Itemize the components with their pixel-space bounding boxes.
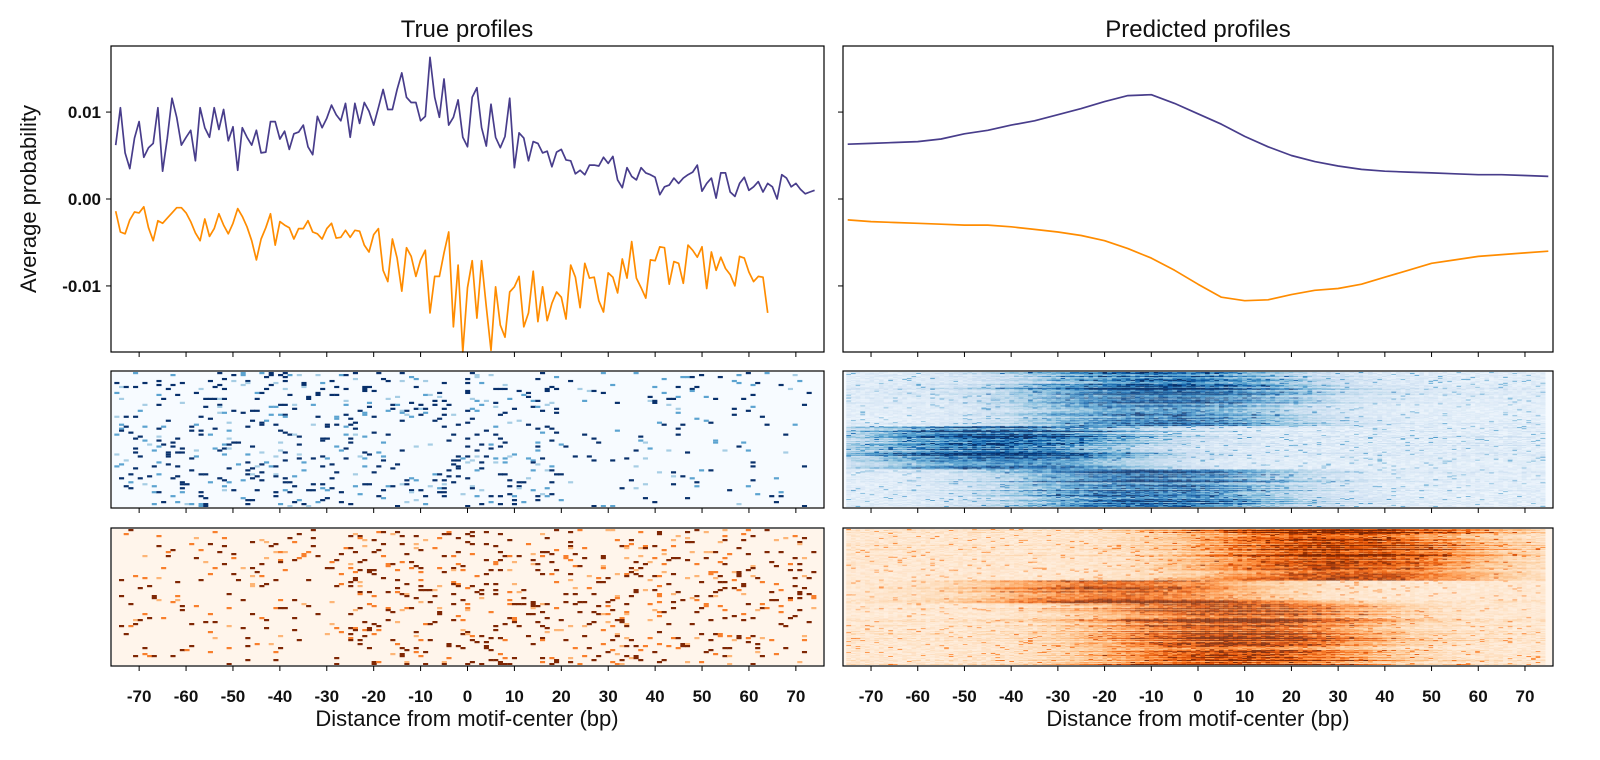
axes-frame (110, 45, 825, 353)
axes-frame (842, 370, 1554, 509)
x-tick-label: -60 (174, 687, 199, 706)
x-tick-label: 0 (1193, 687, 1202, 706)
x-tick-label: -20 (1092, 687, 1117, 706)
y-tick-label: 0.01 (68, 103, 101, 122)
axes-frame (110, 527, 825, 667)
x-tick-label: 50 (1422, 687, 1441, 706)
y-tick-label: 0.00 (68, 190, 101, 209)
x-tick-label: 10 (1235, 687, 1254, 706)
plus-strand-line-true (114, 56, 815, 200)
plus-strand-line-predicted (847, 93, 1549, 178)
x-tick-label: 60 (739, 687, 758, 706)
true-profiles-title: True profiles (401, 16, 534, 43)
x-tick-label: 50 (693, 687, 712, 706)
axes-frame (842, 527, 1554, 667)
x-tick-label: 40 (646, 687, 665, 706)
x-tick-label: 30 (1329, 687, 1348, 706)
x-tick-label: -10 (1139, 687, 1164, 706)
axes-frame (842, 45, 1554, 353)
x-tick-label: -20 (361, 687, 386, 706)
x-tick-label: -40 (999, 687, 1024, 706)
x-tick-label: 70 (1516, 687, 1535, 706)
x-tick-label: -60 (905, 687, 930, 706)
y-axis-label: Average probability (16, 105, 41, 293)
x-tick-label: -70 (127, 687, 152, 706)
x-tick-label: 40 (1375, 687, 1394, 706)
axes-frame (110, 370, 825, 509)
x-tick-label: -40 (268, 687, 293, 706)
x-tick-label: -30 (314, 687, 339, 706)
predicted-plus-heatmap (844, 372, 1552, 507)
x-tick-label: -70 (859, 687, 884, 706)
x-tick-label: -30 (1046, 687, 1071, 706)
x-tick-label: 30 (599, 687, 618, 706)
x-tick-label: 10 (505, 687, 524, 706)
x-tick-label: 70 (786, 687, 805, 706)
x-tick-label: -50 (221, 687, 246, 706)
minus-strand-line-predicted (847, 219, 1549, 302)
x-tick-label: 60 (1469, 687, 1488, 706)
predicted-minus-heatmap (844, 529, 1552, 665)
x-axis-label-right: Distance from motif-center (bp) (1046, 706, 1349, 731)
x-tick-label: -10 (408, 687, 433, 706)
x-tick-label: 0 (463, 687, 472, 706)
predicted-profiles-title: Predicted profiles (1105, 16, 1290, 43)
true-minus-heatmap (112, 529, 823, 665)
y-tick-label: -0.01 (62, 277, 101, 296)
true-plus-heatmap (112, 372, 823, 507)
x-tick-label: 20 (552, 687, 571, 706)
minus-strand-line-true (114, 205, 769, 353)
x-tick-label: 20 (1282, 687, 1301, 706)
x-axis-label-left: Distance from motif-center (bp) (315, 706, 618, 731)
x-tick-label: -50 (952, 687, 977, 706)
